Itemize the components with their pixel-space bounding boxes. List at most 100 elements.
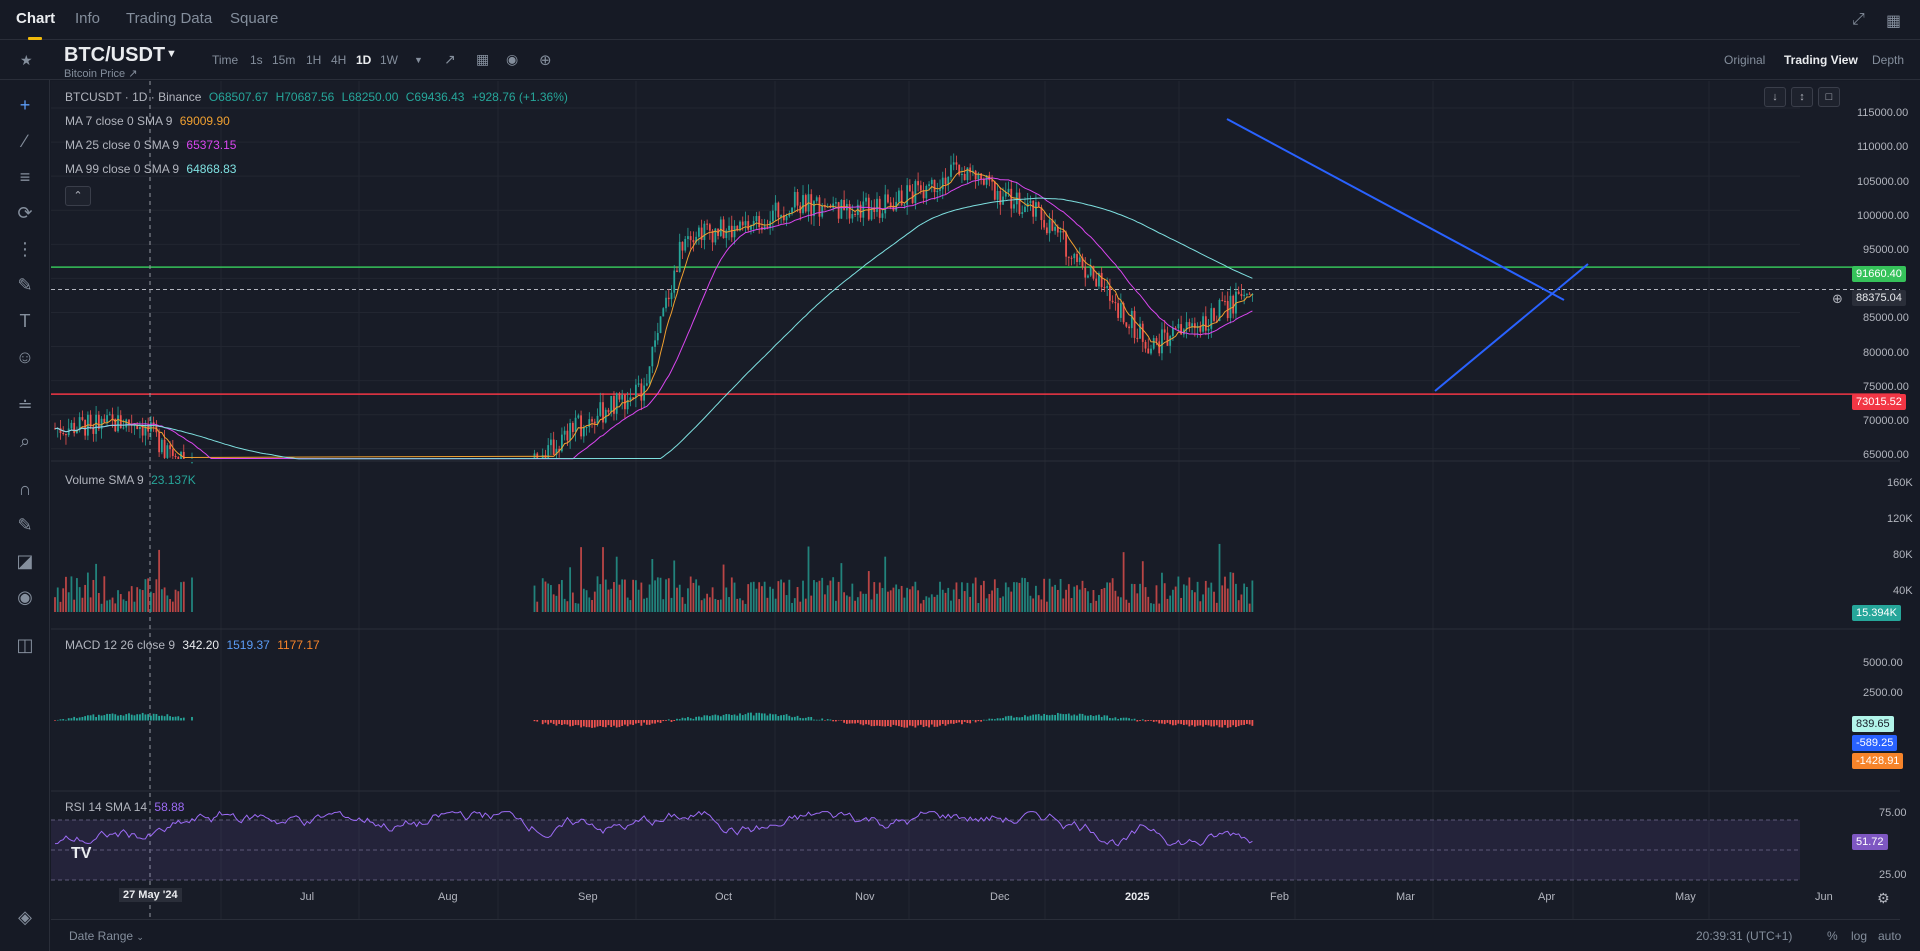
candle-style-icon[interactable]: ▦ (476, 51, 490, 67)
chart-canvas[interactable] (51, 81, 1900, 919)
eye-icon[interactable]: ◉ (17, 587, 33, 607)
pair-selector[interactable]: BTC/USDT (64, 44, 166, 66)
candle-body (952, 162, 955, 165)
lock-icon[interactable]: ◪ (16, 551, 34, 571)
grid-icon[interactable]: ▦ (1886, 13, 1902, 30)
trash-icon[interactable]: ◫ (16, 635, 34, 655)
rsi-legend[interactable]: RSI 14 SMA 14 58.88 (65, 800, 185, 814)
macd-histogram-bar (634, 720, 637, 724)
macd-histogram-bar (1182, 720, 1185, 726)
pair-subtitle[interactable]: Bitcoin Price ↗ (64, 68, 138, 80)
macd-histogram-bar (854, 720, 856, 724)
collapse-icon[interactable]: ⤢ (1852, 11, 1865, 28)
view-original[interactable]: Original (1724, 53, 1766, 67)
magnet-icon[interactable]: ∩ (18, 479, 32, 499)
macd-histogram-bar (730, 715, 733, 721)
tab-trading-data[interactable]: Trading Data (126, 10, 213, 27)
candle-body (574, 417, 577, 433)
tab-square[interactable]: Square (230, 10, 279, 27)
clock-time[interactable]: 20:39:31 (UTC+1) (1696, 929, 1793, 943)
candle-body (133, 425, 136, 427)
ma99-legend[interactable]: MA 99 close 0 SMA 9 64868.83 (65, 162, 237, 176)
timeframe-4h[interactable]: 4H (331, 53, 347, 67)
tab-chart[interactable]: Chart (16, 10, 56, 27)
chevron-down-icon[interactable]: ▼ (166, 48, 177, 60)
volume-bar (1199, 601, 1202, 612)
candle-body (1125, 322, 1128, 327)
auto-scale-toggle[interactable]: auto (1878, 929, 1902, 943)
macd-histogram-bar (972, 719, 974, 721)
macd-histogram-bar (1004, 716, 1007, 721)
zoom-icon[interactable]: ⌕ (19, 431, 31, 451)
scroll-down-button[interactable]: ↓ (1764, 87, 1786, 107)
macd-histogram-bar (56, 719, 59, 721)
macd-histogram-bar (939, 720, 941, 726)
candle-body (141, 426, 144, 436)
candle-body (804, 195, 807, 212)
lock-drawing-icon[interactable]: ✎ (17, 515, 33, 535)
maximize-pane-button[interactable]: □ (1818, 87, 1840, 107)
collapse-pane-button[interactable]: ↕ (1791, 87, 1813, 107)
timeframe-1w[interactable]: 1W (380, 53, 398, 67)
volume-bar (78, 587, 81, 612)
layers-icon[interactable]: ◈ (18, 907, 32, 927)
candle-body (651, 346, 654, 367)
ma25-legend[interactable]: MA 25 close 0 SMA 9 65373.15 (65, 138, 237, 152)
emoji-icon[interactable]: ☺ (15, 347, 35, 367)
ohlc-high: 70687.56 (284, 90, 335, 104)
macd-histogram-bar (807, 716, 810, 721)
tab-info[interactable]: Info (75, 10, 101, 27)
settings-gear-icon[interactable]: ⚙ (1877, 890, 1890, 906)
macd-histogram-bar (950, 720, 952, 724)
timeframe-time[interactable]: Time (212, 53, 239, 67)
timeframe-1s[interactable]: 1s (250, 53, 263, 67)
percent-scale-toggle[interactable]: % (1827, 929, 1838, 943)
volume-legend[interactable]: Volume SMA 9 23.137K (65, 473, 196, 487)
fib-icon[interactable]: ⋮ (16, 239, 34, 259)
macd-histogram-bar (1070, 715, 1073, 721)
volume-axis-label: 80K (1893, 549, 1913, 561)
log-scale-toggle[interactable]: log (1851, 929, 1868, 943)
more-timeframes-chevron-icon[interactable]: ▼ (414, 55, 423, 65)
date-range-button[interactable]: Date Range ⌄ (69, 929, 144, 943)
timeframe-1d[interactable]: 1D (356, 53, 372, 67)
brush-icon[interactable]: ✎ (17, 275, 33, 295)
add-alert-icon[interactable]: ⊕ (1832, 291, 1843, 306)
volume-bar (1040, 599, 1043, 612)
resistance-line-tag: 73015.52 (1852, 394, 1906, 410)
macd-histogram-bar (689, 718, 692, 721)
chart-area[interactable]: BTCUSDT · 1D · Binance O68507.67 H70687.… (51, 81, 1913, 951)
crosshair-icon[interactable]: + (19, 95, 31, 115)
candle-body (73, 422, 76, 434)
candle-body (1130, 310, 1133, 329)
macd-histogram-bar (1224, 720, 1226, 726)
text-icon[interactable]: T (19, 311, 31, 331)
horizontal-lines-icon[interactable]: ≡ (19, 167, 31, 187)
ruler-icon[interactable]: ≐ (17, 395, 33, 415)
pitchfork-icon[interactable]: ⟳ (17, 203, 33, 223)
ma7-legend[interactable]: MA 7 close 0 SMA 9 69009.90 (65, 114, 230, 128)
macd-histogram-bar (1248, 720, 1251, 725)
view-trading-view[interactable]: Trading View (1784, 53, 1858, 67)
macd-histogram-bar (728, 714, 730, 721)
volume-bar (111, 597, 114, 612)
candle-body (824, 205, 826, 208)
candle-body (689, 236, 692, 241)
add-icon[interactable]: ⊕ (539, 52, 552, 69)
macd-histogram-bar (763, 713, 766, 721)
view-depth[interactable]: Depth (1872, 53, 1905, 67)
camera-icon[interactable]: ◉ (506, 51, 519, 67)
price-axis-label: 65000.00 (1863, 449, 1909, 461)
trend-line-icon[interactable]: ∕ (23, 131, 27, 151)
collapse-legend-button[interactable]: ⌃ (65, 186, 91, 206)
volume-bar (1202, 594, 1204, 612)
indicators-icon[interactable]: ↗ (444, 51, 456, 67)
macd-histogram-bar (673, 720, 676, 721)
favorite-star-icon[interactable]: ★ (20, 52, 33, 68)
volume-bar (733, 582, 736, 612)
candle-body (588, 419, 591, 428)
timeframe-1h[interactable]: 1H (306, 53, 322, 67)
macd-legend[interactable]: MACD 12 26 close 9 342.20 1519.37 1177.1… (65, 638, 320, 652)
timeframe-15m[interactable]: 15m (272, 53, 296, 67)
macd-histogram-bar (1056, 712, 1059, 721)
